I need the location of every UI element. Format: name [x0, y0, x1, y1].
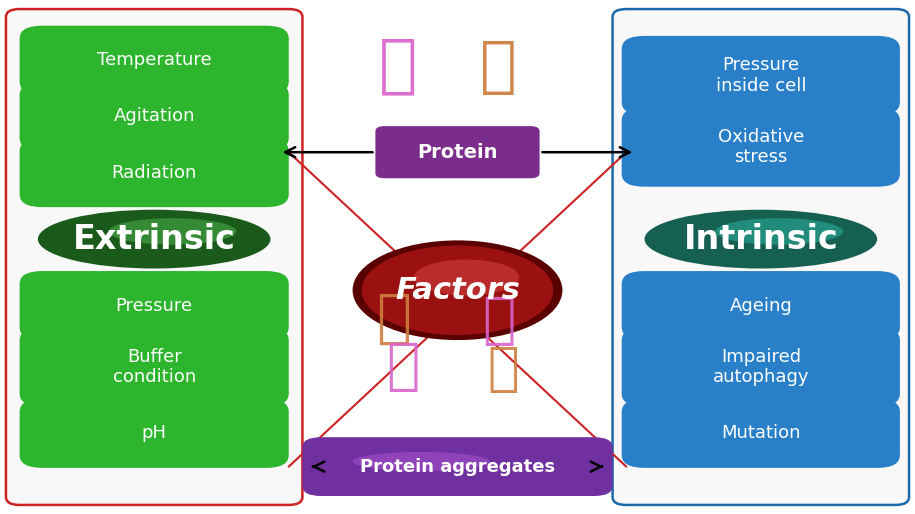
Text: Agitation: Agitation — [113, 107, 195, 125]
FancyBboxPatch shape — [612, 9, 909, 505]
Text: Intrinsic: Intrinsic — [684, 223, 838, 255]
Ellipse shape — [109, 218, 236, 245]
FancyBboxPatch shape — [621, 271, 900, 340]
Text: Radiation: Radiation — [112, 163, 197, 181]
Text: ဦ: ဦ — [480, 39, 517, 97]
Text: ဦ: ဦ — [379, 34, 417, 96]
Text: Ageing: Ageing — [729, 297, 792, 315]
Text: ဦ: ဦ — [488, 343, 519, 395]
Text: Pressure
inside cell: Pressure inside cell — [716, 56, 806, 95]
FancyBboxPatch shape — [19, 82, 289, 151]
FancyBboxPatch shape — [19, 327, 289, 407]
Text: Temperature: Temperature — [97, 51, 211, 69]
Ellipse shape — [716, 218, 843, 245]
Text: Pressure: Pressure — [115, 297, 193, 315]
Text: Impaired
autophagy: Impaired autophagy — [713, 347, 809, 387]
FancyBboxPatch shape — [621, 107, 900, 187]
Ellipse shape — [644, 210, 877, 268]
Text: Factors: Factors — [395, 276, 520, 305]
FancyBboxPatch shape — [6, 9, 303, 505]
Ellipse shape — [352, 241, 563, 340]
Ellipse shape — [361, 246, 554, 335]
Text: Buffer
condition: Buffer condition — [113, 347, 196, 387]
Text: Protein aggregates: Protein aggregates — [360, 457, 555, 475]
FancyBboxPatch shape — [621, 36, 900, 115]
Text: ဦ: ဦ — [376, 290, 411, 347]
Text: ဦ: ဦ — [386, 340, 419, 394]
Ellipse shape — [352, 452, 490, 471]
Text: Protein: Protein — [417, 143, 498, 162]
FancyBboxPatch shape — [375, 126, 540, 178]
Text: Extrinsic: Extrinsic — [73, 223, 236, 255]
Ellipse shape — [38, 210, 271, 268]
FancyBboxPatch shape — [621, 399, 900, 468]
Text: Mutation: Mutation — [721, 425, 801, 443]
FancyBboxPatch shape — [303, 437, 612, 496]
FancyBboxPatch shape — [19, 271, 289, 340]
Text: Oxidative
stress: Oxidative stress — [717, 127, 804, 167]
FancyBboxPatch shape — [19, 26, 289, 95]
Text: pH: pH — [142, 425, 167, 443]
FancyBboxPatch shape — [19, 138, 289, 207]
FancyBboxPatch shape — [19, 399, 289, 468]
FancyBboxPatch shape — [621, 327, 900, 407]
Text: ဦ: ဦ — [482, 294, 515, 348]
Ellipse shape — [414, 260, 520, 296]
